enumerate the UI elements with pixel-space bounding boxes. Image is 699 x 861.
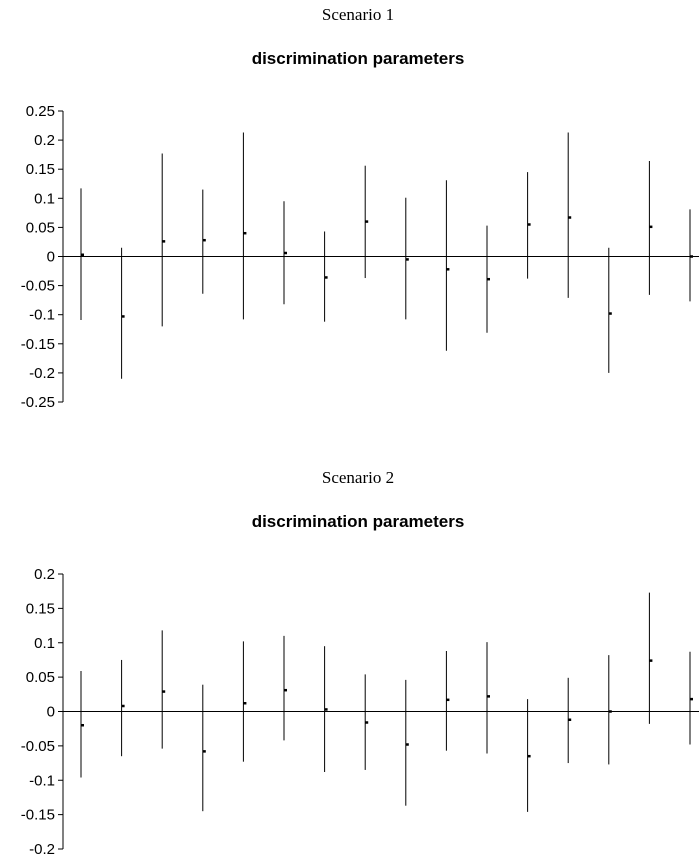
y-tick-label: -0.2 [29,841,55,858]
y-tick-label: 0.1 [34,635,55,652]
y-tick-label: 0.2 [34,566,55,583]
y-tick-label: -0.15 [21,807,55,824]
chart-panel-scenario-2: Scenario 2 discrimination parameters 0.2… [21,468,699,858]
y-tick-label: 0.15 [26,161,55,178]
chart-title: discrimination parameters [252,49,465,68]
scenario-label: Scenario 2 [322,468,394,487]
y-tick-label: -0.05 [21,738,55,755]
chart-title: discrimination parameters [252,512,465,531]
y-tick-label: -0.1 [29,772,55,789]
y-tick-label: -0.05 [21,278,55,295]
scenario-label: Scenario 1 [322,5,394,24]
y-tick-label: 0.05 [26,219,55,236]
y-tick-label: 0.1 [34,190,55,207]
y-tick-label: 0.25 [26,103,55,120]
y-tick-label: -0.1 [29,307,55,324]
y-tick-label: 0.15 [26,600,55,617]
y-tick-label: 0.2 [34,132,55,149]
y-tick-label: -0.15 [21,336,55,353]
y-tick-label: -0.2 [29,365,55,382]
y-tick-label: 0 [47,704,55,721]
y-tick-label: 0 [47,249,55,266]
chart-panel-scenario-1: Scenario 1 discrimination parameters 0.2… [21,5,699,411]
y-tick-label: -0.25 [21,394,55,411]
y-tick-label: 0.05 [26,669,55,686]
